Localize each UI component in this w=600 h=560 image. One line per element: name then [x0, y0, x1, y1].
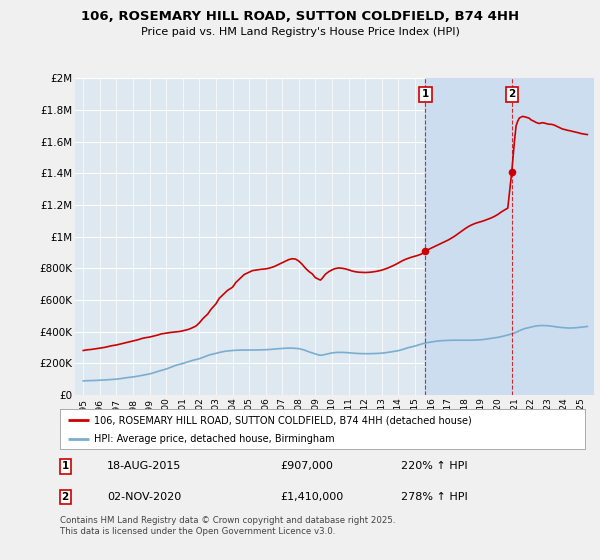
Text: 220% ↑ HPI: 220% ↑ HPI	[401, 461, 468, 472]
Text: 2: 2	[508, 90, 515, 100]
Text: Contains HM Land Registry data © Crown copyright and database right 2025.
This d: Contains HM Land Registry data © Crown c…	[60, 516, 395, 536]
Text: 18-AUG-2015: 18-AUG-2015	[107, 461, 182, 472]
Text: £907,000: £907,000	[281, 461, 334, 472]
Text: 106, ROSEMARY HILL ROAD, SUTTON COLDFIELD, B74 4HH (detached house): 106, ROSEMARY HILL ROAD, SUTTON COLDFIEL…	[94, 415, 472, 425]
Bar	[425, 78, 512, 395]
Text: £1,410,000: £1,410,000	[281, 492, 344, 502]
Text: 106, ROSEMARY HILL ROAD, SUTTON COLDFIELD, B74 4HH: 106, ROSEMARY HILL ROAD, SUTTON COLDFIEL…	[81, 10, 519, 23]
Text: 1: 1	[62, 461, 69, 472]
Bar	[512, 78, 594, 395]
Text: 02-NOV-2020: 02-NOV-2020	[107, 492, 182, 502]
Text: 1: 1	[422, 90, 429, 100]
Text: HPI: Average price, detached house, Birmingham: HPI: Average price, detached house, Birm…	[94, 434, 335, 444]
Point	[507, 167, 517, 176]
Point	[421, 247, 430, 256]
Text: 2: 2	[62, 492, 69, 502]
Text: 278% ↑ HPI: 278% ↑ HPI	[401, 492, 468, 502]
Text: Price paid vs. HM Land Registry's House Price Index (HPI): Price paid vs. HM Land Registry's House …	[140, 27, 460, 37]
